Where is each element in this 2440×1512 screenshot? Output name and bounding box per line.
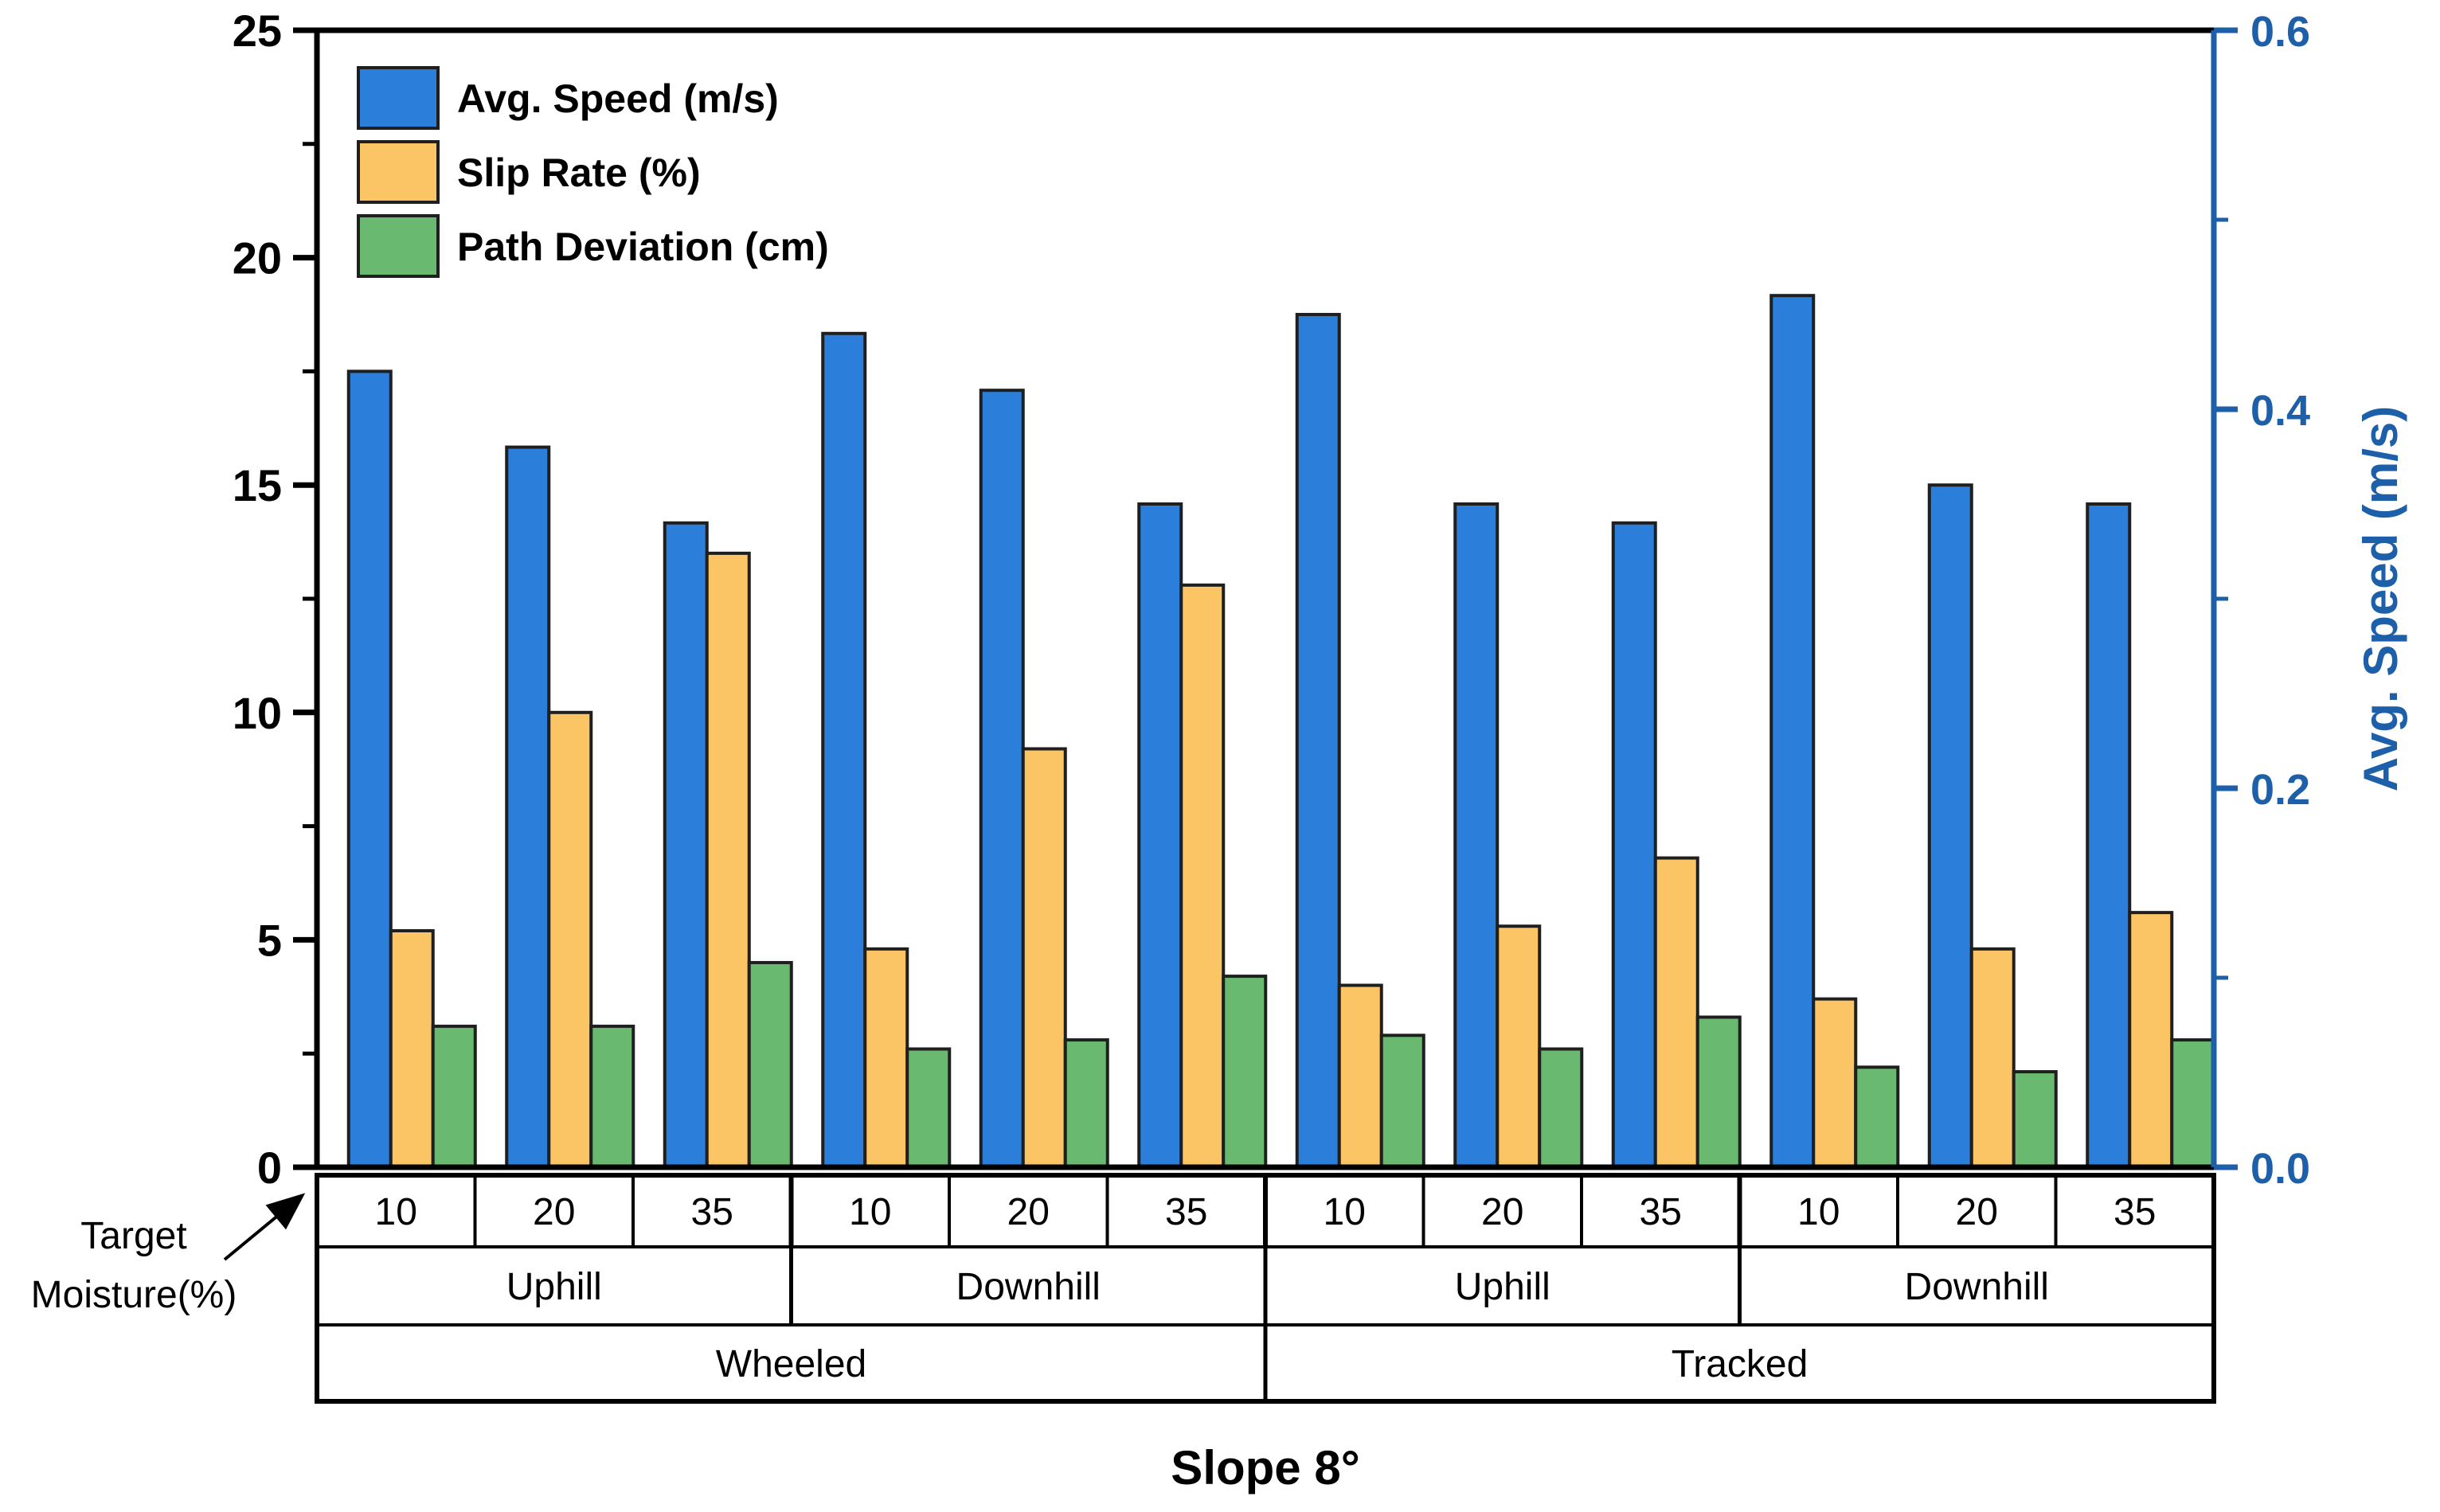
x-category-table: 10 20 35 10 20 35 10 20 35 10 20 35 Uphill Downhill Up… (315, 1173, 2216, 1404)
bar-slip (863, 947, 909, 1169)
left-tick-label: 15 (233, 460, 282, 510)
direction-cell: Downhill (1905, 1266, 2049, 1308)
left-tick-label: 10 (233, 688, 282, 738)
bar-speed (2086, 502, 2132, 1169)
left-tick-label: 5 (257, 915, 282, 965)
bar-slip (1812, 997, 1858, 1169)
bar-speed (1611, 521, 1657, 1169)
axes-layer: 0 5 10 15 20 25 0.0 0.2 0.4 0.6 (233, 6, 2310, 1193)
x-annotation-line1: Target (80, 1215, 186, 1257)
bar-deviation (1379, 1033, 1425, 1170)
bar-deviation (1538, 1047, 1584, 1170)
bar-slip (1496, 924, 1542, 1170)
direction-cell: Downhill (956, 1266, 1101, 1308)
bars-layer (346, 294, 2216, 1170)
bar-deviation (589, 1024, 635, 1169)
moisture-cell: 35 (2113, 1191, 2156, 1233)
direction-cell: Uphill (1455, 1266, 1550, 1308)
bar-speed (1137, 502, 1183, 1169)
x-annotation-line2: Moisture(%) (31, 1274, 237, 1316)
slip-rate-swatch (357, 140, 440, 204)
bar-speed (1769, 294, 1816, 1170)
moisture-cell: 35 (691, 1191, 733, 1233)
bar-speed (1295, 313, 1341, 1169)
bar-slip (389, 928, 435, 1169)
bar-deviation (747, 960, 793, 1169)
right-axis-title: Avg. Speed (m/s) (2354, 406, 2407, 792)
annotation-arrow (223, 1193, 306, 1261)
vehicle-cell: Wheeled (716, 1343, 866, 1385)
moisture-cell: 35 (1165, 1191, 1207, 1233)
right-tick-label: 0.4 (2250, 387, 2310, 435)
avg-speed-swatch (357, 66, 440, 130)
moisture-cell: 20 (1481, 1191, 1523, 1233)
moisture-cell: 20 (1956, 1191, 1998, 1233)
bar-speed (346, 369, 393, 1169)
moisture-cell: 20 (1007, 1191, 1050, 1233)
bar-deviation (905, 1047, 952, 1170)
bar-speed (821, 331, 867, 1169)
right-tick-label: 0.6 (2250, 8, 2310, 56)
bar-deviation (1222, 975, 1268, 1169)
bar-deviation (1063, 1038, 1109, 1169)
right-tick-label: 0.0 (2250, 1145, 2310, 1193)
legend-item-label: Slip Rate (%) (457, 150, 701, 195)
direction-cell: Uphill (506, 1266, 602, 1308)
left-tick-label: 20 (233, 233, 282, 283)
bar-deviation (1695, 1015, 1742, 1170)
bar-slip (1021, 747, 1067, 1169)
moisture-cell: 10 (1797, 1191, 1840, 1233)
bar-speed (505, 445, 551, 1169)
bar-speed (663, 521, 709, 1169)
bar-slip (2128, 911, 2174, 1170)
bar-speed (1927, 483, 1973, 1169)
bar-deviation (2012, 1070, 2058, 1169)
bar-slip (1969, 947, 2016, 1169)
left-tick-label: 0 (257, 1143, 282, 1193)
bar-slip (1337, 983, 1383, 1170)
moisture-cell: 10 (375, 1191, 417, 1233)
bar-deviation (2170, 1038, 2216, 1169)
left-tick-label: 25 (233, 6, 282, 56)
moisture-cell: 10 (849, 1191, 891, 1233)
moisture-cell: 10 (1324, 1191, 1366, 1233)
legend-item-label: Path Deviation (cm) (457, 225, 829, 269)
bar-speed (1453, 502, 1500, 1169)
bar-slip (1653, 856, 1699, 1169)
bar-slip (1179, 583, 1226, 1169)
path-deviation-swatch (357, 214, 440, 278)
bar-slip (547, 710, 593, 1169)
legend-item-label: Avg. Speed (m/s) (457, 76, 779, 121)
legend: Avg. Speed (m/s) Slip Rate (%) Path Deviat… (357, 66, 829, 278)
bar-speed (979, 389, 1025, 1169)
bar-deviation (431, 1024, 477, 1169)
moisture-cell: 20 (533, 1191, 575, 1233)
bar-slip (705, 551, 751, 1169)
right-tick-label: 0.2 (2250, 766, 2310, 814)
vehicle-cell: Tracked (1672, 1343, 1808, 1385)
moisture-cell: 35 (1640, 1191, 1682, 1233)
chart-title: Slope 8° (1171, 1441, 1359, 1494)
bar-deviation (1854, 1065, 1900, 1170)
